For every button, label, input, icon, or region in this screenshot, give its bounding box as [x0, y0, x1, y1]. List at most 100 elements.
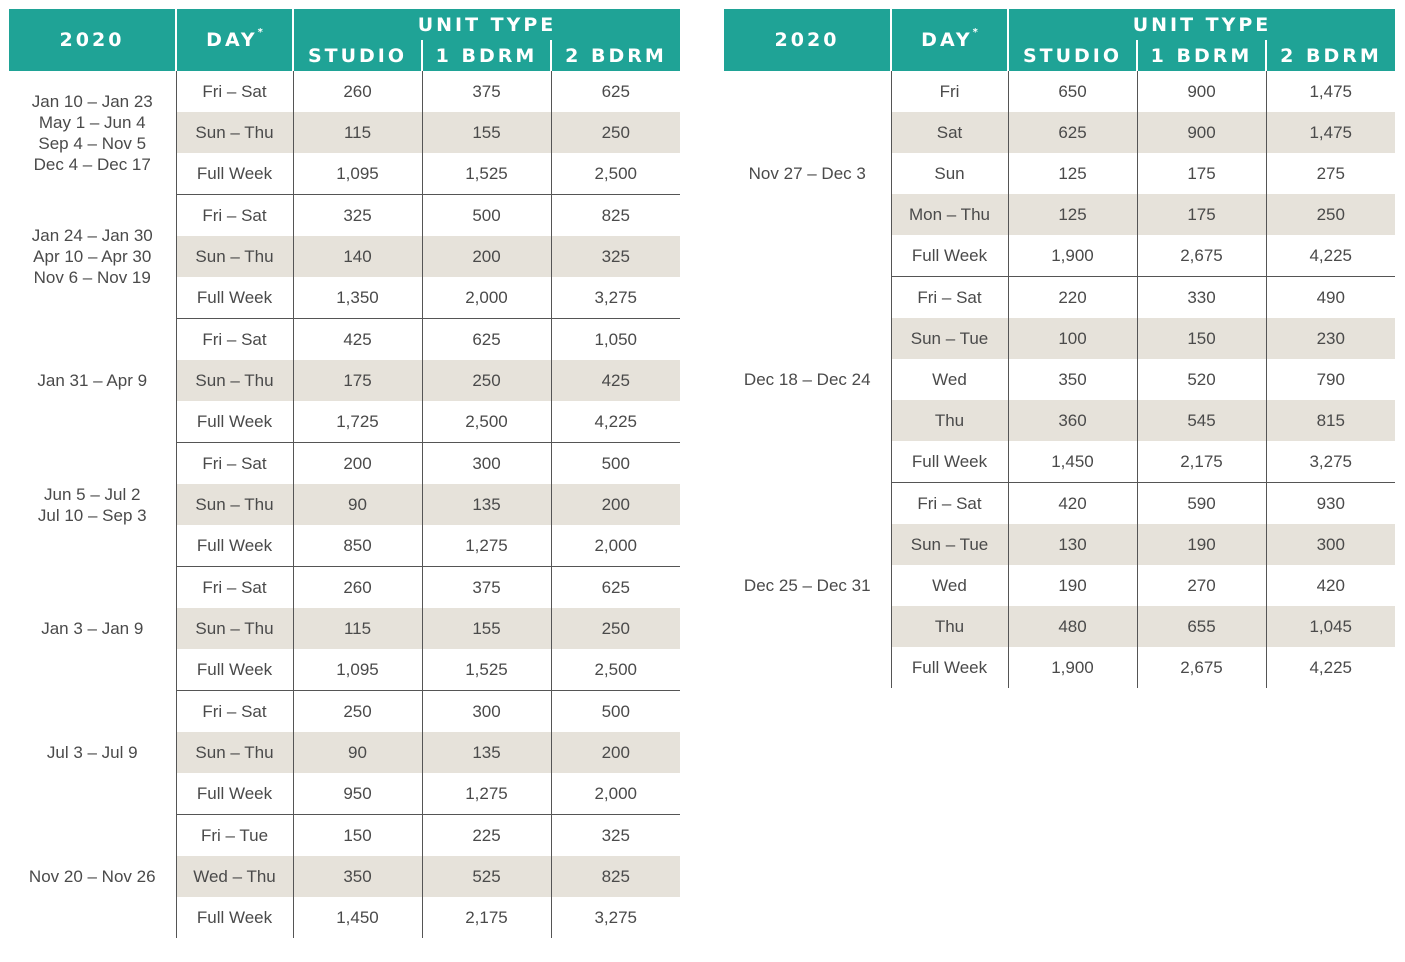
day-cell: Sun – Tue [890, 318, 1008, 359]
table-row: Full Week 850 1,275 2,000 [9, 525, 680, 567]
day-cell: Fri – Sat [175, 442, 293, 484]
two-bdrm-points: 200 [550, 732, 680, 773]
one-bdrm-points: 1,525 [421, 649, 551, 691]
header-day: DAY* [890, 9, 1008, 71]
season-date-range: May 1 – Jun 4 [38, 112, 146, 132]
header-1-bdrm: 1 BDRM [421, 40, 551, 71]
studio-points: 1,900 [1007, 647, 1137, 688]
studio-points: 90 [292, 732, 422, 773]
two-bdrm-points: 4,225 [550, 401, 680, 443]
one-bdrm-points: 225 [421, 814, 551, 856]
studio-points: 1,350 [292, 277, 422, 319]
table-row: Sun – Thu 140 200 325 [9, 236, 680, 277]
one-bdrm-points: 500 [421, 194, 551, 236]
studio-points: 115 [292, 112, 422, 153]
studio-points: 260 [292, 71, 422, 112]
table-row: Sun – Thu 90 135 200 [9, 732, 680, 773]
studio-points: 130 [1007, 524, 1137, 565]
table-row: Wed 190 270 420 [724, 565, 1395, 606]
day-cell: Thu [890, 400, 1008, 441]
day-cell: Full Week [175, 153, 293, 195]
one-bdrm-points: 300 [421, 690, 551, 732]
day-cell: Fri [890, 71, 1008, 112]
one-bdrm-points: 2,000 [421, 277, 551, 319]
table-row: Sun – Thu 115 155 250 [9, 608, 680, 649]
season-date-range: Nov 6 – Nov 19 [33, 268, 151, 287]
table-row: Sun 125 175 275 [724, 153, 1395, 194]
studio-points: 420 [1007, 482, 1137, 524]
header-day-label: DAY [921, 29, 973, 51]
table-row: Sun – Thu 115 155 250 [9, 112, 680, 153]
studio-points: 100 [1007, 318, 1137, 359]
table-row: Nov 27 – Dec 3 Fri 650 900 1,475 [724, 71, 1395, 183]
one-bdrm-points: 375 [421, 566, 551, 608]
season-period: Jun 5 – Jul 2 Jul 10 – Sep 3 [9, 443, 176, 567]
header-studio: STUDIO [1007, 40, 1137, 71]
two-bdrm-points: 500 [550, 690, 680, 732]
studio-points: 1,450 [292, 897, 422, 938]
header-unit-type: UNIT TYPE [292, 9, 680, 40]
day-cell: Sat [890, 112, 1008, 153]
two-bdrm-points: 250 [550, 112, 680, 153]
season-date-range: Jan 10 – Jan 23 [31, 91, 153, 111]
two-bdrm-points: 825 [550, 856, 680, 897]
table-row: Thu 480 655 1,045 [724, 606, 1395, 647]
two-bdrm-points: 200 [550, 484, 680, 525]
one-bdrm-points: 2,500 [421, 401, 551, 443]
day-cell: Fri – Sat [175, 690, 293, 732]
header-1-bdrm: 1 BDRM [1136, 40, 1266, 71]
studio-points: 250 [292, 690, 422, 732]
season-date-range: Jun 5 – Jul 2 [44, 484, 141, 504]
season-period: Dec 18 – Dec 24 [724, 277, 891, 483]
day-cell: Full Week [890, 647, 1008, 688]
table-row: Full Week 1,350 2,000 3,275 [9, 277, 680, 319]
season-period: Nov 20 – Nov 26 [9, 815, 176, 939]
header-unit-type: UNIT TYPE [1007, 9, 1395, 40]
day-cell: Thu [890, 606, 1008, 647]
table-row: Jun 5 – Jul 2 Jul 10 – Sep 3 Fri – Sat 200 3… [9, 442, 680, 525]
two-bdrm-points: 250 [1265, 194, 1395, 235]
studio-points: 350 [1007, 359, 1137, 400]
two-bdrm-points: 490 [1265, 276, 1395, 318]
day-cell: Fri – Sat [175, 566, 293, 608]
studio-points: 125 [1007, 153, 1137, 194]
studio-points: 950 [292, 773, 422, 815]
table-row: Full Week 1,725 2,500 4,225 [9, 401, 680, 443]
season-date-range: Dec 25 – Dec 31 [743, 575, 871, 595]
one-bdrm-points: 520 [1136, 359, 1266, 400]
two-bdrm-points: 625 [550, 71, 680, 112]
day-cell: Full Week [175, 401, 293, 443]
header-year: 2020 [724, 9, 891, 71]
one-bdrm-points: 2,175 [1136, 441, 1266, 483]
season-date-range: Jan 24 – Jan 30 [31, 226, 153, 245]
two-bdrm-points: 825 [550, 194, 680, 236]
header-2-bdrm: 2 BDRM [1265, 40, 1395, 71]
table-row: Sun – Thu 175 250 425 [9, 360, 680, 401]
one-bdrm-points: 150 [1136, 318, 1266, 359]
header-year: 2020 [9, 9, 176, 71]
one-bdrm-points: 175 [1136, 153, 1266, 194]
one-bdrm-points: 330 [1136, 276, 1266, 318]
day-cell: Full Week [175, 897, 293, 938]
day-cell: Fri – Sat [175, 71, 293, 112]
two-bdrm-points: 420 [1265, 565, 1395, 606]
two-bdrm-points: 815 [1265, 400, 1395, 441]
day-cell: Sun [890, 153, 1008, 194]
two-bdrm-points: 230 [1265, 318, 1395, 359]
day-cell: Sun – Thu [175, 112, 293, 153]
day-cell: Wed – Thu [175, 856, 293, 897]
two-bdrm-points: 4,225 [1265, 235, 1395, 277]
two-bdrm-points: 3,275 [550, 897, 680, 938]
studio-points: 480 [1007, 606, 1137, 647]
season-date-range: Dec 4 – Dec 17 [33, 154, 151, 174]
day-cell: Full Week [890, 235, 1008, 277]
season-date-range: Sep 4 – Nov 5 [38, 133, 147, 153]
season-period: Jan 31 – Apr 9 [9, 319, 176, 443]
two-bdrm-points: 500 [550, 442, 680, 484]
day-cell: Sun – Thu [175, 608, 293, 649]
table-row: Mon – Thu 125 175 250 [724, 194, 1395, 235]
studio-points: 350 [292, 856, 422, 897]
two-bdrm-points: 3,275 [1265, 441, 1395, 483]
two-bdrm-points: 1,045 [1265, 606, 1395, 647]
season-date-range: Nov 20 – Nov 26 [28, 866, 156, 886]
